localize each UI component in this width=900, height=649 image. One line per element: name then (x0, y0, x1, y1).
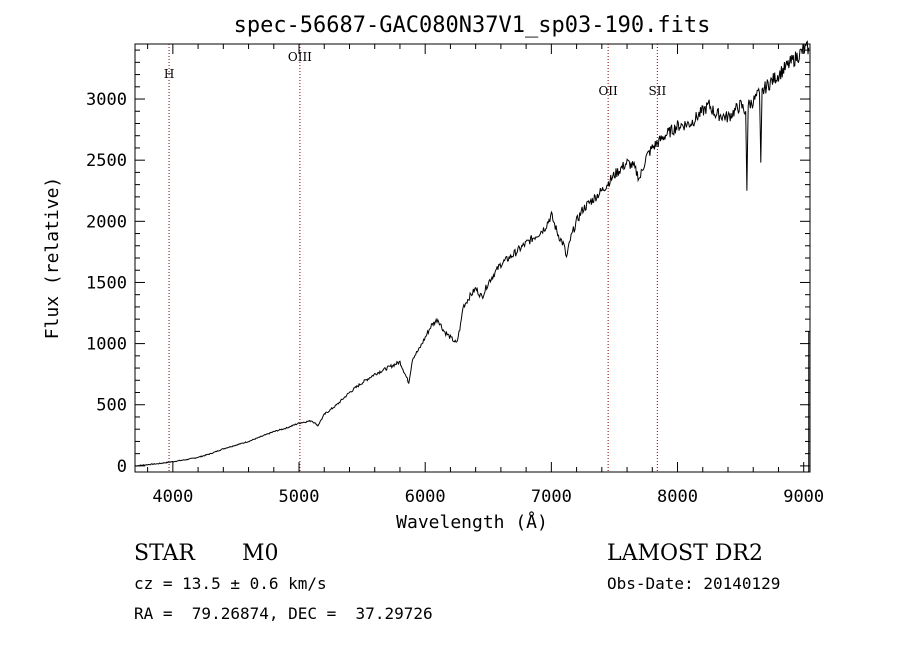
x-tick-label: 7000 (531, 487, 572, 507)
plot-frame (134, 43, 811, 473)
x-tick-label: 8000 (657, 487, 698, 507)
redshift-readout: cz = 13.5 ± 0.6 km/s (134, 574, 327, 593)
y-tick-label: 0 (117, 457, 127, 477)
spectral-line-label: OII (598, 84, 618, 98)
y-axis-label: Flux (relative) (42, 177, 63, 340)
y-tick-label: 500 (96, 396, 127, 416)
y-tick-label: 3000 (86, 90, 127, 110)
x-tick-label: 5000 (279, 487, 320, 507)
x-axis-label: Wavelength (Å) (396, 511, 548, 533)
subclass: M0 (242, 541, 279, 566)
obs-date: Obs-Date: 20140129 (607, 574, 780, 593)
y-tick-label: 2500 (86, 151, 127, 171)
survey-name: LAMOST DR2 (607, 541, 763, 566)
y-tick-label: 1500 (86, 273, 127, 293)
y-axis: 0 500 1000 1500 2000 2500 3000 (86, 49, 810, 477)
x-axis: 4000 5000 6000 7000 8000 9000 (147, 44, 824, 507)
y-tick-label: 2000 (86, 212, 127, 232)
x-tick-label: 4000 (152, 487, 193, 507)
spectral-line-label: H (164, 67, 174, 81)
y-tick-label: 1000 (86, 335, 127, 355)
x-tick-label: 9000 (783, 487, 824, 507)
object-class: STAR (134, 541, 196, 566)
spectrum-line (134, 40, 810, 467)
spectral-line-label: OIII (288, 50, 312, 64)
chart-title: spec-56687-GAC080N37V1_sp03-190.fits (234, 13, 711, 38)
coordinates: RA = 79.26874, DEC = 37.29726 (134, 604, 433, 623)
spectral-line-label: SII (648, 84, 666, 98)
spectrum-series (134, 40, 810, 472)
spectral-line-markers: H OIII OII SII (164, 44, 666, 472)
x-tick-label: 6000 (405, 487, 446, 507)
